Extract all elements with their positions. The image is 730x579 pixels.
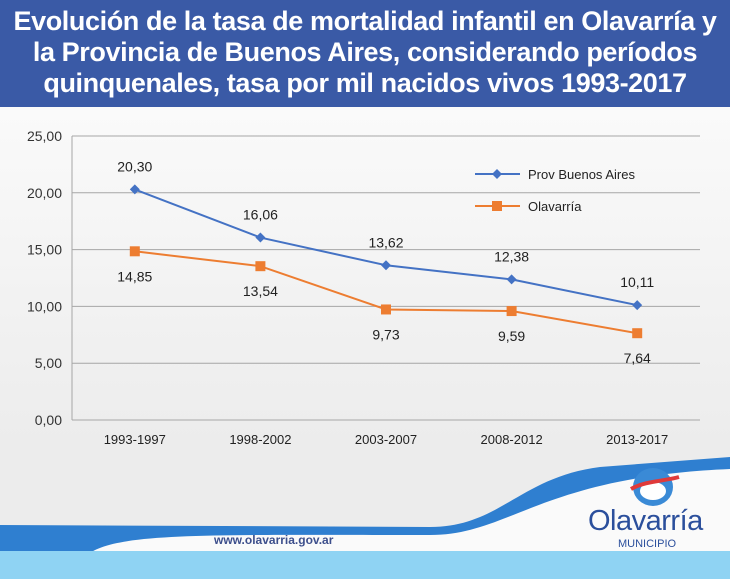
line-chart: 0,00 5,00 10,00 15,00 20,00 25,00 1993-1997 199… (27, 128, 700, 447)
data-point-square (632, 328, 643, 339)
chart-title: Evolución de la tasa de mortalidad infan… (13, 6, 717, 98)
data-label: 20,30 (117, 158, 152, 174)
data-label: 12,38 (494, 248, 529, 264)
data-point-diamond (632, 300, 643, 311)
data-point-square (129, 246, 140, 257)
data-label: 9,59 (498, 328, 525, 344)
data-label: 10,11 (620, 274, 654, 290)
data-point-diamond (129, 184, 140, 195)
x-tick-label: 1993-1997 (104, 432, 166, 447)
y-tick-label: 25,00 (27, 128, 62, 144)
chart-background (0, 107, 730, 447)
x-tick-label: 2003-2007 (355, 432, 417, 447)
data-label: 7,64 (624, 350, 651, 366)
website-link[interactable]: www.olavarria.gov.ar (214, 533, 334, 547)
x-tick-label: 1998-2002 (229, 432, 291, 447)
data-label: 9,73 (372, 326, 399, 342)
data-label: 16,06 (243, 207, 278, 223)
data-point-square (255, 261, 266, 272)
y-tick-label: 15,00 (27, 242, 62, 258)
data-point-square (381, 304, 391, 315)
legend-marker-diamond (492, 169, 502, 179)
y-tick-label: 5,00 (35, 355, 62, 371)
data-point-square (506, 306, 517, 317)
y-tick-label: 0,00 (35, 412, 62, 428)
legend-label: Prov Buenos Aires (528, 167, 635, 182)
x-tick-label: 2008-2012 (481, 432, 543, 447)
logo-name: Olavarría (588, 505, 703, 537)
data-label: 14,85 (117, 268, 152, 284)
data-point-diamond (255, 232, 266, 243)
data-point-diamond (381, 260, 391, 271)
data-label: 13,54 (243, 283, 278, 299)
logo-subtitle: MUNICIPIO (618, 538, 677, 550)
y-tick-label: 10,00 (27, 298, 62, 314)
x-tick-label: 2013-2017 (606, 432, 668, 447)
footer-wave (0, 447, 730, 579)
data-point-diamond (506, 274, 517, 285)
y-tick-label: 20,00 (27, 185, 62, 201)
title-banner: Evolución de la tasa de mortalidad infan… (0, 0, 730, 107)
legend-marker-square (492, 201, 502, 211)
legend-label: Olavarría (528, 199, 582, 214)
data-label: 13,62 (368, 234, 403, 250)
olavarria-logo-icon (630, 468, 680, 506)
